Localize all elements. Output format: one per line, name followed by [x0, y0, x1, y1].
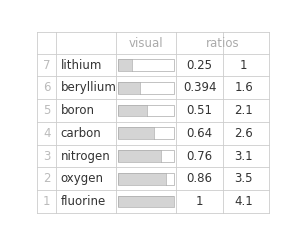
- Text: 0.51: 0.51: [187, 104, 213, 117]
- Text: 0.76: 0.76: [187, 150, 213, 162]
- Text: boron: boron: [60, 104, 94, 117]
- Bar: [118, 150, 174, 162]
- Bar: [118, 173, 166, 185]
- Text: ratios: ratios: [206, 37, 239, 50]
- Text: 3.5: 3.5: [234, 172, 253, 185]
- Bar: [118, 82, 174, 94]
- Bar: [118, 59, 132, 71]
- Text: 0.86: 0.86: [187, 172, 213, 185]
- Bar: [118, 173, 174, 185]
- Text: beryllium: beryllium: [60, 81, 116, 94]
- Bar: [118, 105, 174, 116]
- Text: 1: 1: [196, 195, 203, 208]
- Text: 0.394: 0.394: [183, 81, 216, 94]
- Text: 2.6: 2.6: [234, 127, 253, 140]
- Text: 2.1: 2.1: [234, 104, 253, 117]
- Text: 5: 5: [43, 104, 50, 117]
- Bar: [118, 59, 174, 71]
- Text: 1: 1: [240, 59, 247, 72]
- Text: 7: 7: [43, 59, 51, 72]
- Text: fluorine: fluorine: [60, 195, 106, 208]
- Text: lithium: lithium: [60, 59, 102, 72]
- Text: oxygen: oxygen: [60, 172, 103, 185]
- Text: 4.1: 4.1: [234, 195, 253, 208]
- Text: 0.25: 0.25: [187, 59, 213, 72]
- Bar: [118, 196, 174, 207]
- Text: 4: 4: [43, 127, 51, 140]
- Bar: [118, 82, 141, 94]
- Text: visual: visual: [129, 37, 164, 50]
- Text: 2: 2: [43, 172, 51, 185]
- Text: nitrogen: nitrogen: [60, 150, 110, 162]
- Bar: [118, 196, 174, 207]
- Text: 1.6: 1.6: [234, 81, 253, 94]
- Bar: [118, 150, 161, 162]
- Bar: [118, 127, 154, 139]
- Bar: [118, 105, 147, 116]
- Text: carbon: carbon: [60, 127, 101, 140]
- Text: 6: 6: [43, 81, 51, 94]
- Text: 1: 1: [43, 195, 51, 208]
- Bar: [118, 127, 174, 139]
- Text: 3.1: 3.1: [234, 150, 253, 162]
- Text: 3: 3: [43, 150, 50, 162]
- Text: 0.64: 0.64: [187, 127, 213, 140]
